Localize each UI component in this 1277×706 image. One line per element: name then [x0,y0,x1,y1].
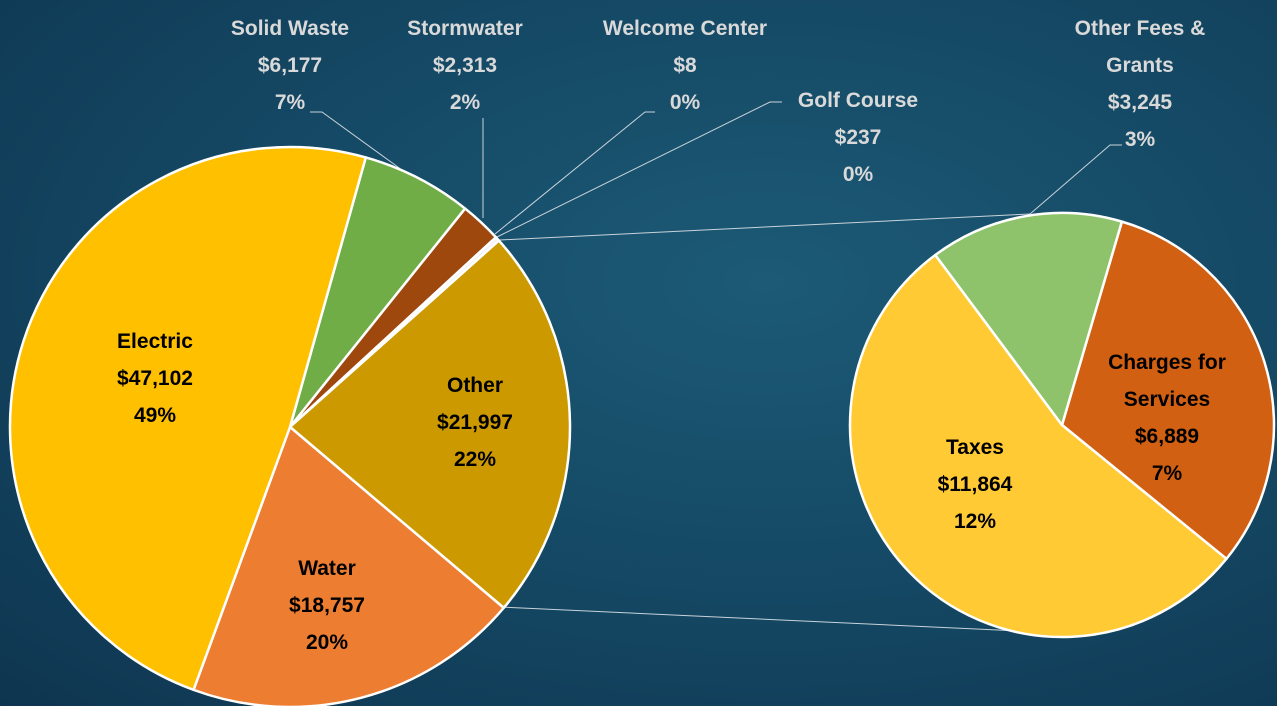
category-label: Other Fees & Grants [1074,17,1206,77]
data-label: Stormwater $2,313 2% [385,10,545,121]
percent-label: 0% [669,91,701,114]
value-label: $3,245 [1107,91,1173,114]
pie-slice [192,425,505,706]
percent-label: 12% [953,510,997,533]
category-label: Water [298,557,356,580]
category-label: Stormwater [407,17,523,40]
category-label: Taxes [946,436,1004,459]
value-label: $8 [673,54,697,77]
data-label: Solid Waste $6,177 7% [210,10,370,121]
data-label: Taxes $11,864 12% [895,429,1055,540]
value-label: $47,102 [117,367,193,390]
category-label: Electric [117,330,193,353]
percent-label: 7% [274,91,306,114]
percent-label: 22% [453,448,497,471]
data-label: Golf Course $237 0% [768,82,948,193]
connector-line [499,606,1063,634]
value-label: $21,997 [437,411,513,434]
category-label: Charges for Services [1108,351,1226,411]
pie-slice [288,156,467,429]
percent-label: 2% [449,91,481,114]
leader-line [496,101,782,238]
value-label: $6,889 [1134,425,1200,448]
connector-line [499,213,1031,241]
percent-label: 20% [305,631,349,654]
pie-slice [934,211,1124,427]
data-label: Welcome Center $8 0% [575,10,795,121]
percent-label: 3% [1124,128,1156,151]
category-label: Solid Waste [230,17,350,40]
data-label: Other $21,997 22% [395,367,555,478]
data-label: Water $18,757 20% [247,550,407,661]
percent-label: 0% [842,163,874,186]
value-label: $2,313 [432,54,498,77]
value-label: $18,757 [289,594,365,617]
value-label: $6,177 [257,54,323,77]
percent-label: 7% [1151,462,1183,485]
category-label: Other [446,374,503,397]
percent-label: 49% [133,404,177,427]
leader-line [1029,144,1122,215]
category-label: Welcome Center [602,17,768,40]
data-label: Electric $47,102 49% [75,323,235,434]
category-label: Golf Course [797,89,919,112]
value-label: $11,864 [937,473,1013,496]
leader-line [310,111,403,171]
pie-slice [1060,220,1276,561]
data-label: Charges for Services $6,889 7% [1087,344,1247,492]
pie-slice [288,239,572,610]
value-label: $237 [834,126,882,149]
pie-slice [8,145,368,692]
data-label: Other Fees & Grants $3,245 3% [1060,10,1220,158]
leader-line [494,111,655,235]
pie-slice [848,253,1228,639]
